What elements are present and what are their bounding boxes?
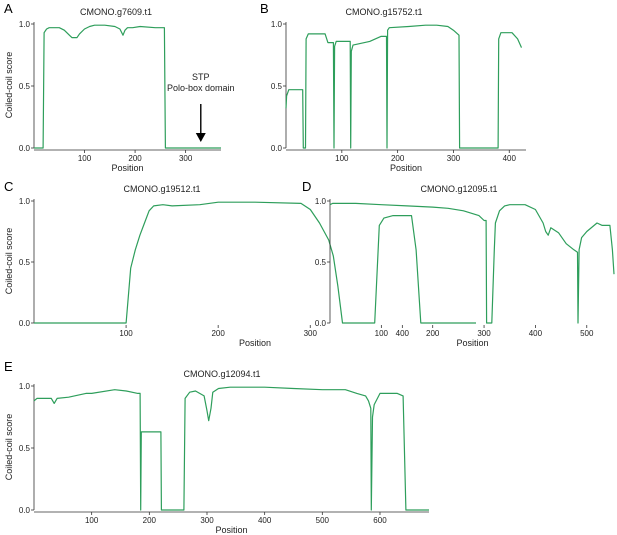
x-axis-label: Position: [215, 525, 247, 535]
y-tick-label: 1.0: [19, 20, 31, 29]
x-tick-label: 600: [373, 516, 387, 525]
panel-letter: C: [4, 179, 13, 194]
x-tick-label: 400: [258, 516, 272, 525]
x-axis-label: Position: [239, 338, 271, 348]
series-line-0: [34, 201, 476, 324]
panel-letter: E: [4, 359, 13, 374]
panel-c: C CMONO.g19512.t1 0.0 0.5 1.0 100 200 300 400 Pos…: [4, 179, 476, 348]
panel-letter: D: [302, 179, 311, 194]
x-tick-label: 100: [335, 154, 349, 163]
chart-title: CMONO.g12095.t1: [420, 184, 497, 194]
x-tick-label: 300: [477, 329, 491, 338]
x-axis-label: Position: [111, 163, 143, 173]
x-tick-label: 200: [143, 516, 157, 525]
x-tick-label: 500: [316, 516, 330, 525]
x-axis-label: Position: [390, 163, 422, 173]
x-tick-label: 400: [503, 154, 517, 163]
panel-a: A CMONO.g7609.t1 0.0 0.5 1.0 100 200 300 Positio…: [4, 1, 235, 173]
x-axis-label: Position: [456, 338, 488, 348]
series-line-0: [329, 202, 615, 324]
y-axis-label: Coiled-coil score: [4, 414, 14, 481]
y-tick-label: 0.0: [19, 506, 31, 515]
y-tick-label: 0.5: [19, 82, 31, 91]
y-tick-label: 0.5: [19, 258, 31, 267]
panel-letter: A: [4, 1, 13, 16]
panel-b: B CMONO.g15752.t1 0.0 0.5 1.0 100 200 300 400 Pos…: [260, 1, 526, 173]
y-axis-label: Coiled-coil score: [4, 52, 14, 119]
x-tick-label: 300: [179, 154, 193, 163]
chart-title: CMONO.g12094.t1: [183, 369, 260, 379]
x-tick-label: 500: [580, 329, 594, 338]
chart-title: CMONO.g7609.t1: [80, 7, 152, 17]
y-tick-label: 0.5: [19, 444, 31, 453]
y-tick-label: 0.0: [19, 319, 31, 328]
x-tick-label: 300: [304, 329, 318, 338]
y-axis-label: Coiled-coil score: [4, 228, 14, 295]
y-tick-label: 1.0: [19, 197, 31, 206]
x-tick-label: 400: [529, 329, 543, 338]
y-tick-label: 1.0: [315, 197, 327, 206]
x-tick-label: 200: [391, 154, 405, 163]
series-line-0: [34, 24, 221, 149]
x-tick-label: 100: [375, 329, 389, 338]
x-tick-label: 100: [78, 154, 92, 163]
annotation-text: Polo-box domain: [167, 83, 235, 93]
y-tick-label: 0.0: [19, 144, 31, 153]
panel-letter: B: [260, 1, 269, 16]
annotation-arrow-head: [195, 133, 206, 142]
annotation-text: STP: [192, 72, 210, 82]
x-tick-label: 200: [128, 154, 142, 163]
y-tick-label: 0.0: [315, 319, 327, 328]
y-tick-label: 0.5: [315, 258, 327, 267]
x-tick-label: 200: [211, 329, 225, 338]
y-tick-label: 1.0: [19, 382, 31, 391]
y-tick-label: 1.0: [271, 20, 283, 29]
series-line-0: [33, 386, 429, 511]
x-tick-label: 400: [396, 329, 410, 338]
x-tick-label: 100: [119, 329, 133, 338]
x-tick-label: 300: [200, 516, 214, 525]
chart-title: CMONO.g15752.t1: [345, 7, 422, 17]
y-tick-label: 0.0: [271, 144, 283, 153]
panel-d: D CMONO.g12095.t1 0.0 0.5 1.0 100 200 300 400 500…: [302, 179, 615, 348]
y-tick-label: 0.5: [271, 82, 283, 91]
x-tick-label: 200: [426, 329, 440, 338]
chart-title: CMONO.g19512.t1: [123, 184, 200, 194]
x-tick-label: 100: [85, 516, 99, 525]
series-line-0: [285, 24, 523, 149]
x-tick-label: 300: [447, 154, 461, 163]
panel-e: E CMONO.g12094.t1 0.0 0.5 1.0 100 200 300 400 500…: [4, 359, 429, 535]
